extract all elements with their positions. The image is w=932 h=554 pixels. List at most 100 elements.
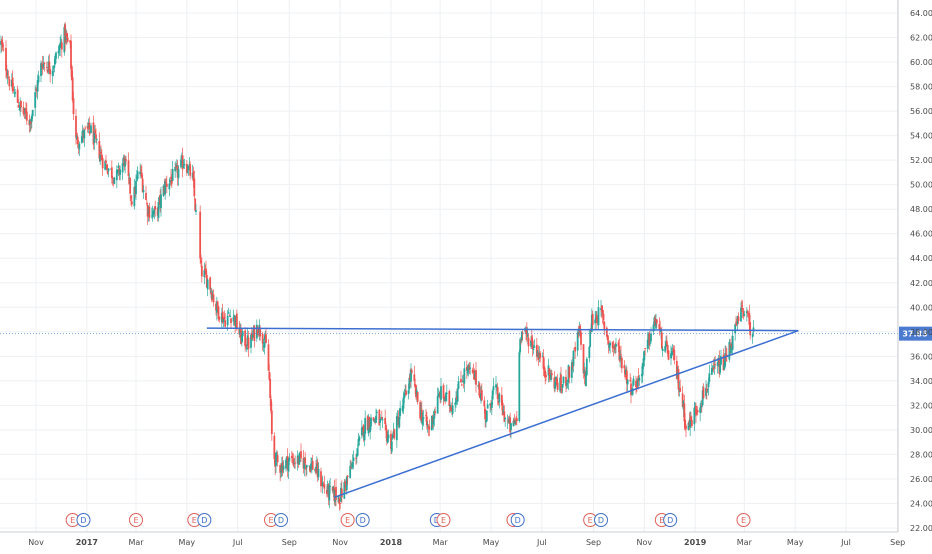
candle-body [660, 332, 663, 349]
x-tick-label: Mar [737, 538, 753, 547]
candle-body [391, 434, 394, 439]
candle-body [57, 51, 60, 54]
candle-body [310, 463, 312, 470]
candle-body [618, 346, 621, 361]
event-markers[interactable]: EDEEDEDEDDEEDEDEDE [65, 513, 751, 527]
x-tick-label: Mar [433, 538, 449, 547]
candle-body [222, 318, 225, 323]
candle-body [608, 343, 611, 349]
candle-body [303, 458, 306, 469]
dividend-event-marker[interactable]: D [355, 513, 370, 527]
candle-body [735, 321, 737, 323]
candle-body [140, 172, 143, 178]
candle-body [380, 416, 383, 419]
event-letter: E [588, 516, 593, 525]
dividend-event-marker[interactable]: D [510, 513, 525, 527]
candle-body [527, 337, 530, 347]
candle-body [695, 412, 698, 414]
candle-body [520, 331, 523, 341]
candle-body [545, 375, 547, 378]
candle-body [550, 373, 553, 376]
candle-body [71, 77, 74, 101]
candle-body [14, 92, 17, 94]
x-tick-label: May [483, 538, 500, 547]
candle-body [245, 347, 248, 350]
candle-body [315, 468, 317, 473]
candle-body [270, 410, 273, 434]
grid-lines [0, 0, 899, 532]
candle-body [133, 187, 136, 207]
candle-body [700, 405, 702, 408]
event-letter: D [360, 516, 366, 525]
candle-body [420, 409, 423, 422]
dividend-event-marker[interactable]: D [663, 513, 678, 527]
candle-body [45, 66, 48, 68]
candle-body [597, 307, 600, 326]
y-tick-label: 58.00 [910, 83, 932, 92]
candle-body [267, 344, 270, 371]
candle-body [731, 335, 734, 350]
candle-body [612, 347, 615, 349]
candle-body [638, 377, 641, 381]
dividend-event-marker[interactable]: D [76, 513, 91, 527]
candle-body [192, 171, 195, 182]
last-price-label-bg [899, 326, 932, 341]
y-axis: 22.00 24.00 26.00 28.00 30.00 32.00 34.00 36.00… [897, 0, 932, 533]
earnings-event-marker[interactable]: E [340, 513, 355, 527]
dividend-event-marker[interactable]: D [594, 513, 608, 527]
candle-body [263, 342, 266, 348]
candle-body [393, 429, 396, 439]
candle-body [364, 418, 367, 434]
candle-body [142, 189, 145, 193]
candle-body [124, 159, 127, 167]
candle-body [269, 378, 272, 399]
candle-body [683, 403, 686, 422]
earnings-event-marker[interactable]: E [736, 513, 751, 527]
candle-body [261, 334, 264, 344]
candle-body [554, 381, 557, 389]
candle-body [282, 465, 285, 470]
candle-body [620, 353, 622, 355]
candle-body [448, 391, 451, 406]
candle-body [480, 390, 483, 401]
earnings-event-marker[interactable]: E [436, 513, 451, 527]
earnings-event-marker[interactable]: E [129, 513, 143, 527]
candle-body [601, 309, 604, 316]
candle-body [280, 470, 282, 473]
candle-body [629, 380, 632, 382]
candle-body [200, 265, 203, 277]
candle-body [390, 441, 393, 452]
candle-body [80, 136, 83, 143]
candle-body [702, 387, 705, 399]
candle-body [186, 172, 189, 174]
candle-body [712, 367, 715, 370]
candle-body [48, 61, 51, 72]
candle-body [644, 348, 647, 349]
candle-body [253, 325, 256, 341]
candle-body [580, 332, 582, 345]
dividend-event-marker[interactable]: D [274, 513, 288, 527]
candle-body [445, 392, 447, 402]
candle-body [572, 350, 575, 366]
candle-body [433, 411, 436, 419]
y-tick-label: 26.00 [910, 475, 932, 484]
candle-body [714, 364, 717, 366]
x-tick-label: 2018 [380, 538, 403, 547]
candle-body [436, 395, 439, 414]
candle-body [270, 399, 272, 411]
candle-body [689, 418, 692, 428]
candle-body [181, 155, 184, 170]
dividend-event-marker[interactable]: D [197, 513, 212, 527]
event-letter: E [192, 516, 197, 525]
x-tick-label: Sep [890, 538, 905, 547]
candle-body [285, 459, 287, 469]
candle-body [742, 310, 745, 317]
candle-body [298, 453, 301, 465]
candle-body [410, 370, 413, 373]
candle-body [607, 340, 610, 346]
candle-body [623, 365, 626, 369]
event-circle [197, 513, 212, 527]
candle-body [206, 279, 209, 290]
